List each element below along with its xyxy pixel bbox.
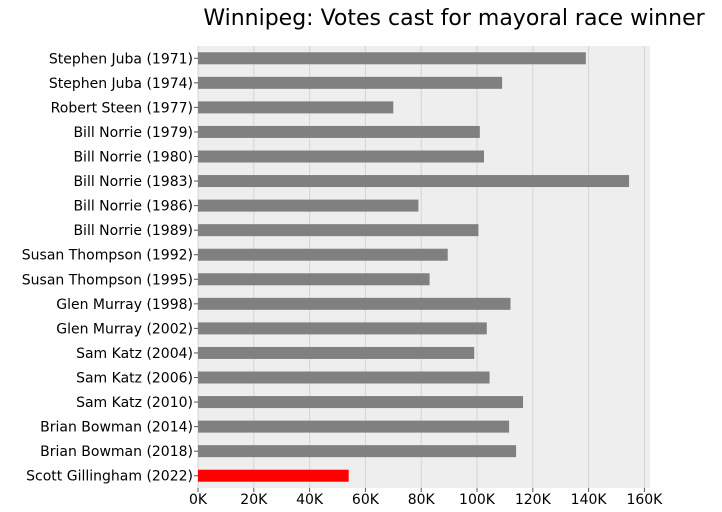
bar — [198, 396, 524, 409]
bar — [198, 371, 490, 384]
bar — [198, 346, 475, 359]
plot-area — [198, 46, 650, 488]
category-label: Scott Gillingham (2022) — [26, 469, 193, 485]
category-label: Brian Bowman (2018) — [40, 444, 193, 460]
category-label: Sam Katz (2006) — [76, 371, 193, 387]
bar — [198, 445, 517, 458]
bar — [198, 322, 487, 335]
category-label: Bill Norrie (1983) — [73, 174, 193, 190]
bar — [198, 420, 510, 433]
bar — [198, 273, 430, 286]
bar — [198, 248, 448, 261]
category-label: Susan Thompson (1995) — [22, 272, 193, 288]
bar — [198, 125, 480, 138]
bar — [198, 199, 419, 212]
category-label: Glen Murray (1998) — [56, 297, 193, 313]
category-label: Sam Katz (2004) — [76, 346, 193, 362]
category-labels: Stephen Juba (1971) Stephen Juba (1974) Ro… — [22, 51, 198, 485]
category-label: Bill Norrie (1979) — [73, 125, 193, 141]
category-label: Stephen Juba (1974) — [49, 76, 193, 92]
x-tick-label: 40K — [296, 492, 324, 508]
x-tick-label: 80K — [408, 492, 436, 508]
bar — [198, 101, 394, 114]
chart-title: Winnipeg: Votes cast for mayoral race wi… — [203, 6, 705, 31]
category-label: Stephen Juba (1971) — [49, 51, 193, 67]
category-label: Robert Steen (1977) — [51, 100, 193, 116]
x-tick-label: 160K — [626, 492, 663, 508]
bars — [198, 52, 630, 482]
x-tick-label: 140K — [571, 492, 608, 508]
x-tick-label: 100K — [459, 492, 496, 508]
grid-lines — [197, 46, 645, 488]
x-axis: 0K 20K 40K 60K 80K 100K 120K 140K 160K — [189, 488, 663, 508]
category-label: Susan Thompson (1992) — [22, 248, 193, 264]
category-label: Bill Norrie (1989) — [73, 223, 193, 239]
bar — [198, 469, 349, 482]
category-label: Sam Katz (2010) — [76, 395, 193, 411]
category-label: Bill Norrie (1986) — [73, 199, 193, 215]
bar — [198, 297, 511, 310]
bar — [198, 175, 630, 188]
x-tick-label: 0K — [189, 492, 208, 508]
x-tick-label: 60K — [352, 492, 380, 508]
category-label: Bill Norrie (1980) — [73, 150, 193, 166]
bar — [198, 150, 484, 163]
bar — [198, 76, 503, 89]
bar — [198, 224, 479, 237]
x-tick-label: 120K — [515, 492, 552, 508]
bar — [198, 52, 586, 65]
category-label: Brian Bowman (2014) — [40, 420, 193, 436]
x-tick-label: 20K — [240, 492, 268, 508]
category-label: Glen Murray (2002) — [56, 321, 193, 337]
